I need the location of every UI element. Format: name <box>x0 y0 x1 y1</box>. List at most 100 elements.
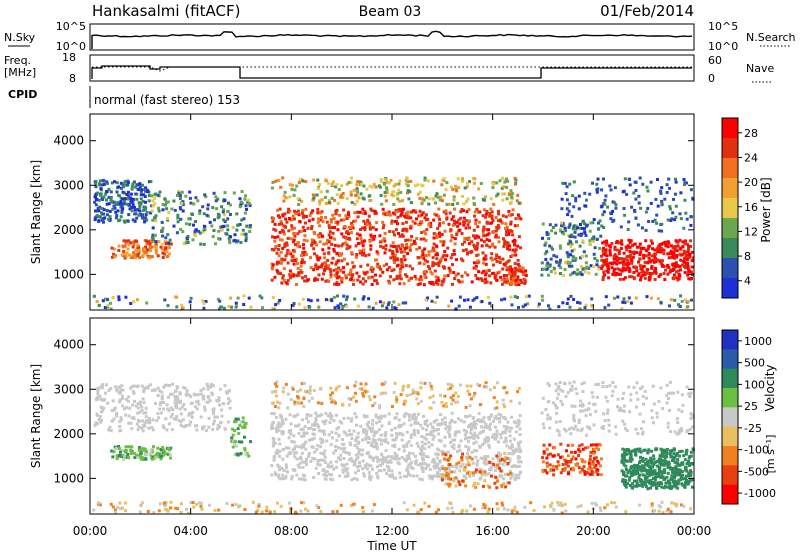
echo-cell <box>292 238 296 242</box>
echo-cell <box>371 467 374 471</box>
echo-cell <box>473 181 476 185</box>
echo-cell <box>365 223 369 226</box>
echo-cell <box>647 220 651 223</box>
echo-cell <box>472 420 476 424</box>
echo-cell <box>665 191 669 194</box>
echo-cell <box>621 479 625 483</box>
echo-cell <box>687 244 691 248</box>
echo-cell <box>459 465 463 469</box>
echo-cell <box>685 217 689 221</box>
echo-cell <box>428 474 432 478</box>
echo-cell <box>305 463 309 466</box>
echo-cell <box>141 183 144 187</box>
echo-cell <box>447 202 451 206</box>
echo-cell <box>154 246 158 250</box>
echo-cell <box>319 451 323 455</box>
echo-cell <box>562 468 565 472</box>
echo-cell <box>452 443 456 447</box>
echo-cell <box>304 461 308 464</box>
echo-cell <box>374 279 378 283</box>
echo-cell <box>329 386 333 390</box>
echo-cell <box>157 455 161 459</box>
echo-cell <box>577 466 581 470</box>
echo-cell <box>380 452 384 456</box>
echo-cell <box>129 254 133 258</box>
echo-cell <box>512 451 515 455</box>
echo-cell <box>395 435 399 439</box>
colorbar-frame <box>721 117 739 299</box>
echo-cell <box>457 304 461 308</box>
echo-cell <box>503 451 507 455</box>
echo-cell <box>524 269 528 273</box>
echo-cell <box>596 177 600 181</box>
echo-cell <box>404 179 408 182</box>
echo-cell <box>472 435 476 439</box>
echo-cell <box>329 236 332 240</box>
echo-cell <box>587 267 591 270</box>
echo-cell <box>413 433 417 437</box>
echo-cell <box>108 301 112 305</box>
echo-cell <box>418 214 422 218</box>
echo-cell <box>400 432 404 436</box>
echo-cell <box>391 255 395 259</box>
echo-cell <box>161 448 165 452</box>
echo-cell <box>163 240 167 244</box>
echo-cell <box>654 266 657 270</box>
echo-cell <box>568 305 572 309</box>
echo-cell <box>275 262 279 266</box>
echo-cell <box>349 397 353 401</box>
echo-cell <box>129 198 133 202</box>
echo-cell <box>409 179 413 183</box>
echo-cell <box>598 246 602 250</box>
echo-cell <box>321 420 325 424</box>
echo-cell <box>406 469 410 473</box>
echo-cell <box>645 295 649 299</box>
echo-cell <box>124 448 128 452</box>
echo-cell <box>660 473 664 477</box>
echo-cell <box>612 254 616 258</box>
echo-cell <box>358 249 362 253</box>
echo-cell <box>409 462 412 466</box>
echo-cell <box>424 270 428 274</box>
echo-cell <box>369 233 373 237</box>
echo-cell <box>102 406 106 410</box>
echo-cell <box>493 437 497 441</box>
echo-cell <box>400 250 403 254</box>
echo-cell <box>322 252 326 256</box>
echo-cell <box>439 259 443 263</box>
echo-cell <box>450 233 454 237</box>
echo-cell <box>228 406 232 410</box>
echo-cell <box>657 229 661 233</box>
echo-cell <box>628 469 632 473</box>
echo-cell <box>562 224 566 228</box>
echo-cell <box>463 433 467 437</box>
y-tick-label: 1000 <box>53 267 84 281</box>
echo-cell <box>617 257 621 261</box>
echo-cell <box>570 264 574 268</box>
echo-cell <box>117 446 121 450</box>
echo-cell <box>540 273 544 277</box>
echo-cell <box>472 425 476 429</box>
echo-cell <box>220 205 224 209</box>
echo-cell <box>668 304 671 308</box>
echo-cell <box>273 275 277 279</box>
echo-cell <box>655 213 659 217</box>
echo-cell <box>131 390 135 394</box>
echo-cell <box>573 451 577 454</box>
echo-cell <box>604 243 608 247</box>
echo-cell <box>448 421 452 425</box>
echo-cell <box>409 201 413 205</box>
echo-cell <box>392 300 396 304</box>
echo-cell <box>395 457 399 460</box>
echo-cell <box>338 420 342 424</box>
echo-cell <box>669 219 673 222</box>
echo-cell <box>217 237 220 241</box>
echo-cell <box>310 243 314 247</box>
echo-cell <box>516 213 520 217</box>
echo-cell <box>150 426 154 429</box>
echo-cell <box>579 264 583 268</box>
echo-cell <box>335 438 339 442</box>
echo-cell <box>236 417 240 421</box>
echo-cell <box>443 469 447 473</box>
echo-cell <box>348 403 351 407</box>
